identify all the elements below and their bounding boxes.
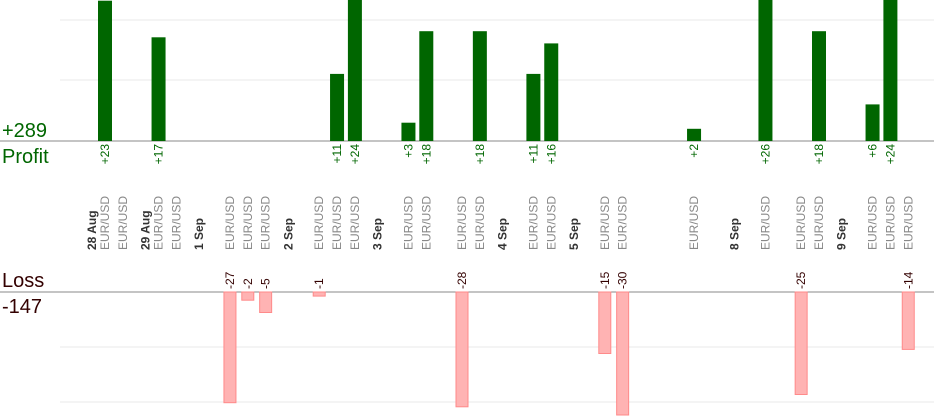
- instrument-label: EUR/USD: [866, 196, 880, 250]
- profit-bar: [758, 0, 773, 142]
- loss-value-label: -30: [616, 271, 630, 289]
- profit-value-label: +18: [812, 144, 826, 165]
- instrument-label: EUR/USD: [901, 196, 915, 250]
- profit-value-label: +11: [526, 144, 540, 164]
- instrument-label: EUR/USD: [419, 196, 433, 250]
- profit-bar: [865, 104, 880, 141]
- profit-label: Profit: [2, 146, 49, 168]
- instrument-label: EUR/USD: [526, 196, 540, 250]
- instrument-label: EUR/USD: [312, 196, 326, 250]
- instrument-label: EUR/USD: [812, 196, 826, 250]
- date-label: 8 Sep: [728, 218, 742, 250]
- profit-total: +289: [2, 120, 47, 142]
- instrument-label: EUR/USD: [116, 196, 130, 250]
- profit-value-label: +3: [401, 144, 415, 158]
- instrument-label: EUR/USD: [241, 196, 255, 250]
- instrument-label: EUR/USD: [330, 196, 344, 250]
- loss-label: Loss: [2, 270, 44, 292]
- profit-bar: [419, 31, 434, 142]
- loss-value-label: -15: [598, 271, 612, 289]
- profit-bar: [330, 73, 345, 141]
- instrument-label: EUR/USD: [616, 196, 630, 250]
- profit-value-label: +16: [544, 144, 558, 165]
- profit-value-label: +23: [98, 144, 112, 165]
- loss-bar: [901, 291, 915, 350]
- loss-value-label: -27: [223, 271, 237, 289]
- date-label: 29 Aug: [139, 210, 153, 250]
- instrument-label: EUR/USD: [169, 196, 183, 250]
- instrument-label: EUR/USD: [883, 196, 897, 250]
- loss-bar: [223, 291, 237, 404]
- instrument-label: EUR/USD: [98, 196, 112, 250]
- loss-value-label: -5: [259, 278, 273, 289]
- loss-total: -147: [2, 296, 42, 318]
- loss-value-label: -1: [312, 278, 326, 289]
- date-label: 3 Sep: [371, 218, 385, 250]
- date-label: 4 Sep: [496, 218, 510, 250]
- gridlines: [60, 19, 934, 403]
- instrument-label: EUR/USD: [598, 196, 612, 250]
- loss-bar: [598, 291, 612, 354]
- loss-bar: [312, 291, 326, 297]
- instrument-label: EUR/USD: [455, 196, 469, 250]
- profit-bar: [812, 31, 826, 142]
- loss-bar: [241, 291, 255, 301]
- profit-value-label: +17: [152, 144, 166, 165]
- profit-bar: [151, 37, 166, 141]
- instrument-label: EUR/USD: [544, 196, 558, 250]
- loss-bar: [794, 291, 808, 395]
- loss-value-label: -25: [794, 271, 808, 289]
- profit-value-label: +6: [866, 144, 880, 158]
- loss-bar: [616, 291, 630, 416]
- date-label: 2 Sep: [281, 218, 295, 250]
- instrument-label: EUR/USD: [348, 196, 362, 250]
- date-label: 5 Sep: [567, 218, 581, 250]
- profit-value-label: +24: [883, 144, 897, 165]
- profit-value-label: +18: [419, 144, 433, 165]
- date-label: 1 Sep: [192, 218, 206, 250]
- instrument-label: EUR/USD: [223, 196, 237, 250]
- instrument-label: EUR/USD: [758, 196, 772, 250]
- profit-value-label: +18: [473, 144, 487, 165]
- date-label: 28 Aug: [85, 210, 99, 250]
- instrument-label: EUR/USD: [794, 196, 808, 250]
- profit-value-label: +26: [758, 144, 772, 165]
- date-label: 9 Sep: [835, 218, 849, 250]
- instrument-label: EUR/USD: [152, 196, 166, 250]
- profit-value-label: +2: [687, 144, 701, 158]
- loss-bar: [455, 291, 469, 408]
- profit-bar: [687, 128, 702, 141]
- profit-bar: [883, 0, 898, 141]
- profit-bar: [401, 122, 416, 141]
- profit-bar: [347, 0, 362, 141]
- bars-layer: [98, 0, 915, 416]
- loss-value-label: -14: [901, 271, 915, 289]
- loss-value-label: -2: [241, 278, 255, 289]
- profit-value-label: +11: [330, 144, 344, 164]
- instrument-label: EUR/USD: [473, 196, 487, 250]
- profit-bar: [472, 31, 487, 142]
- instrument-label: EUR/USD: [687, 196, 701, 250]
- loss-bar: [259, 291, 273, 313]
- profit-bar: [98, 0, 112, 142]
- profit-bar: [526, 73, 541, 141]
- instrument-label: EUR/USD: [401, 196, 415, 250]
- instrument-label: EUR/USD: [259, 196, 273, 250]
- profit-value-label: +24: [348, 144, 362, 165]
- profit-bar: [544, 43, 559, 141]
- loss-value-label: -28: [455, 271, 469, 289]
